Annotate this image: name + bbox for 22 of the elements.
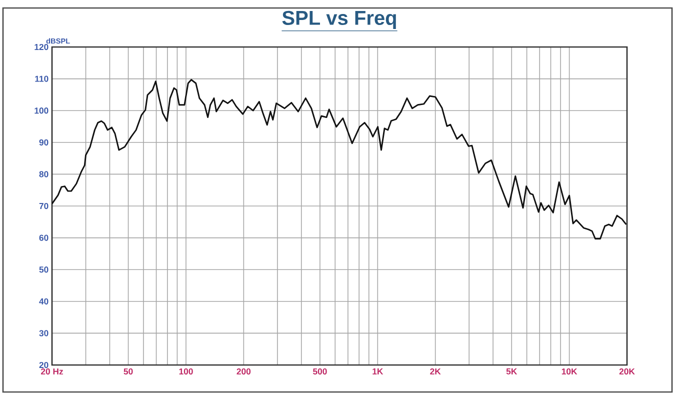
chart-title: SPL vs Freq [282, 10, 396, 29]
x-tick-label: 20 Hz [40, 368, 63, 375]
y-tick-label: 60 [39, 234, 48, 241]
x-tick-label: 200 [236, 368, 251, 375]
y-tick-label: 30 [39, 330, 48, 336]
y-tick-label: 100 [34, 108, 48, 114]
y-tick-label: 50 [39, 266, 48, 273]
y-tick-label: 120 [34, 44, 48, 50]
y-tick-label: 20 [39, 362, 48, 368]
x-tick-label: 1K [372, 368, 384, 374]
y-tick-label: 70 [39, 202, 48, 210]
y-tick-label: 90 [39, 139, 48, 146]
x-tick-label: 20K [619, 368, 635, 375]
x-tick-label: 5K [506, 368, 518, 374]
y-tick-label: 80 [39, 171, 48, 178]
x-tick-label: 10K [562, 368, 578, 375]
y-tick-label: 40 [39, 298, 48, 304]
x-tick-label: 2K [430, 368, 441, 374]
x-tick-label: 50 [124, 368, 133, 375]
x-tick-label: 100 [179, 368, 193, 375]
y-tick-label: 110 [35, 76, 48, 82]
x-tick-label: 500 [312, 368, 327, 375]
